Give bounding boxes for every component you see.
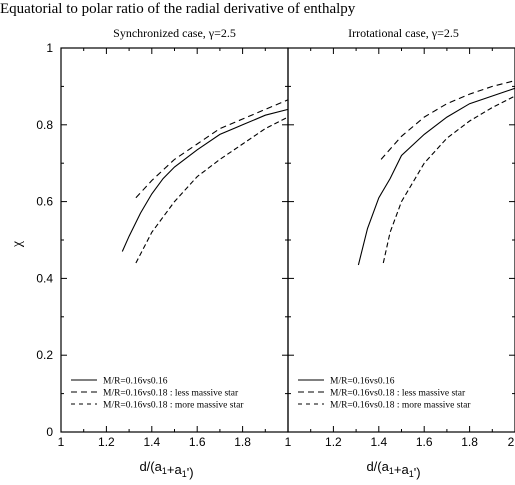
series-line-2 bbox=[380, 80, 515, 160]
panel-synchronized: Synchronized case, γ=2.5 1 1.2 1.4 1.6 1.8 0 0.… bbox=[10, 26, 289, 480]
x-tick-label: 1.2 bbox=[98, 435, 115, 449]
series-line-2 bbox=[135, 99, 289, 199]
figure-title: Equatorial to polar ratio of the radial … bbox=[0, 1, 356, 17]
series-line-3 bbox=[135, 116, 289, 264]
plot-frame bbox=[287, 47, 515, 433]
x-tick-label: 1.4 bbox=[143, 435, 160, 449]
x-tick-label: 1.2 bbox=[325, 435, 342, 449]
y-tick-label: 0 bbox=[46, 425, 53, 439]
x-tick-label: 1.6 bbox=[416, 435, 433, 449]
x-tick-label: 1 bbox=[285, 435, 292, 449]
legend-label: M/R=0.16vs0.18 : more massive star bbox=[330, 401, 471, 411]
series-line-3 bbox=[382, 95, 515, 264]
panel-irrotational: Irrotational case, γ=2.5 1 1.2 1.4 1.6 1.8 2 d/… bbox=[285, 26, 515, 480]
x-axis-label: d/(a1+a1') bbox=[139, 459, 193, 480]
x-tick-label: 1.8 bbox=[234, 435, 251, 449]
y-tick-label: 1 bbox=[46, 41, 53, 55]
x-tick-label: 1.6 bbox=[189, 435, 206, 449]
x-tick-label: 1 bbox=[58, 435, 65, 449]
legend-label: M/R=0.16vs0.16 bbox=[330, 377, 395, 387]
y-tick-label: 0.2 bbox=[36, 348, 53, 362]
y-tick-label: 0.8 bbox=[36, 118, 53, 132]
y-axis-label: χ bbox=[10, 240, 25, 248]
y-tick-label: 0.6 bbox=[36, 195, 53, 209]
legend-label: M/R=0.16vs0.18 : less massive star bbox=[330, 389, 466, 399]
x-tick-label: 2 bbox=[508, 435, 515, 449]
series-line-1 bbox=[357, 87, 515, 266]
series-line-1 bbox=[121, 108, 289, 252]
panel-title: Irrotational case, γ=2.5 bbox=[348, 26, 459, 40]
x-tick-label: 1.8 bbox=[461, 435, 478, 449]
x-tick-label: 1.4 bbox=[370, 435, 387, 449]
plot-frame bbox=[60, 47, 289, 433]
legend-label: M/R=0.16vs0.18 : more massive star bbox=[103, 401, 244, 411]
legend-label: M/R=0.16vs0.18 : less massive star bbox=[103, 389, 239, 399]
x-axis-label: d/(a1+a1') bbox=[366, 459, 420, 480]
legend-label: M/R=0.16vs0.16 bbox=[103, 377, 168, 387]
y-tick-label: 0.4 bbox=[36, 271, 53, 285]
panel-title: Synchronized case, γ=2.5 bbox=[113, 26, 236, 40]
